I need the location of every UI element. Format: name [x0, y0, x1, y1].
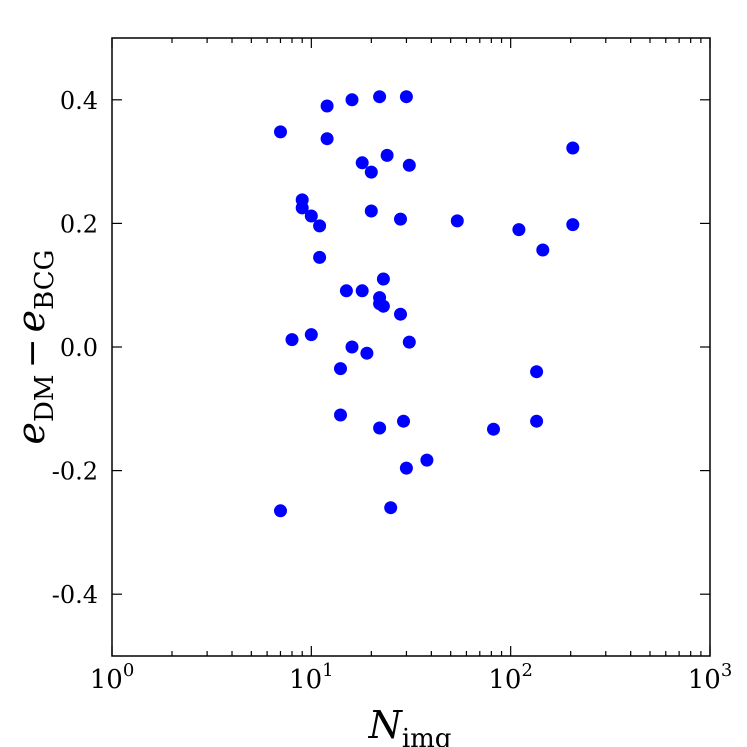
data-point-44 — [566, 218, 580, 232]
plot-content — [274, 90, 580, 518]
tick-labels-layer: 100 101 102 103 0.4 0.2 0.0 -0.2 -0.4 — [52, 87, 733, 695]
data-point-15 — [345, 340, 359, 354]
data-point-35 — [402, 335, 416, 349]
data-point-6 — [304, 328, 318, 342]
data-point-5 — [304, 209, 318, 223]
data-point-0 — [274, 125, 287, 139]
y-axis-label-sub2: BCG — [30, 250, 60, 310]
data-point-40 — [530, 365, 544, 379]
y-axis-label: eDM−eBCG — [9, 250, 60, 445]
data-point-25 — [376, 272, 390, 286]
data-point-33 — [399, 461, 413, 475]
y-axis-label-minus: − — [12, 338, 53, 368]
x-tick-label-2: 102 — [488, 660, 533, 695]
data-point-32 — [399, 90, 413, 104]
data-point-16 — [355, 156, 369, 170]
data-point-36 — [420, 453, 434, 467]
y-axis-label-e1: e — [9, 422, 53, 445]
x-tick-label-3: 103 — [688, 660, 733, 695]
data-point-34 — [402, 158, 416, 172]
data-point-7 — [313, 219, 327, 233]
y-tick-label-2: 0.0 — [60, 334, 98, 362]
data-point-11 — [334, 362, 347, 376]
x-tick-label-1: 101 — [289, 660, 334, 695]
x-axis-label-subscript: img — [402, 724, 452, 747]
x-tick-label-0: 100 — [90, 660, 135, 695]
data-point-26 — [376, 299, 390, 313]
data-point-38 — [487, 422, 500, 436]
y-axis-label-e2: e — [9, 310, 53, 333]
data-point-13 — [339, 284, 353, 298]
x-axis-label-base: N — [368, 703, 404, 747]
data-point-30 — [394, 307, 407, 321]
data-point-28 — [384, 501, 398, 515]
y-tick-label-4: -0.4 — [52, 581, 98, 609]
data-point-29 — [394, 212, 407, 226]
data-point-12 — [334, 408, 347, 422]
data-point-8 — [313, 250, 327, 264]
y-axis-label-sub1: DM — [30, 374, 60, 421]
y-tick-label-3: -0.2 — [52, 458, 98, 486]
data-point-41 — [530, 414, 544, 428]
x-axis-label: Nimg — [368, 703, 452, 747]
y-tick-label-1: 0.2 — [60, 210, 98, 238]
data-point-1 — [274, 504, 287, 518]
data-point-37 — [450, 214, 464, 228]
data-point-24 — [373, 421, 387, 435]
ticks-layer — [111, 38, 711, 656]
data-point-19 — [364, 165, 378, 179]
data-point-14 — [345, 93, 359, 107]
data-point-21 — [373, 90, 387, 104]
data-point-2 — [285, 333, 299, 347]
data-point-9 — [320, 99, 334, 113]
data-point-20 — [364, 204, 378, 218]
data-point-10 — [320, 132, 334, 146]
data-point-31 — [397, 414, 410, 428]
y-tick-label-0: 0.4 — [60, 87, 98, 115]
data-point-42 — [536, 243, 550, 257]
data-point-39 — [512, 223, 526, 237]
data-point-18 — [360, 346, 374, 360]
data-point-17 — [355, 284, 369, 298]
data-point-4 — [295, 201, 309, 215]
data-point-27 — [380, 148, 394, 162]
data-point-43 — [566, 141, 580, 155]
